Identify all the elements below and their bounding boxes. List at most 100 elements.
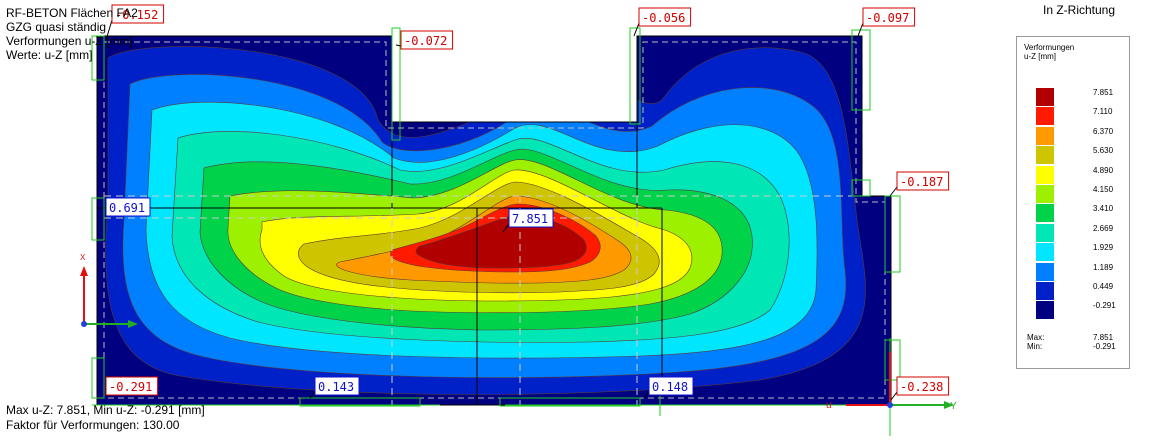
u-label: u [826,400,832,411]
value-label-max: 0.148 [643,376,694,399]
support-marker [851,29,871,111]
label-leader [890,391,898,401]
legend-min-label: Min: [1027,342,1043,351]
label-box [862,7,916,27]
legend-min-value: -0.291 [1093,342,1116,351]
legend-value: 4.890 [1093,165,1114,175]
label-text: -0.291 [109,380,152,394]
value-label-min: -0.238 [890,376,950,401]
legend-swatch [1036,301,1054,320]
legend-swatch [1036,88,1054,106]
label-box [314,376,360,396]
label-text: 7.851 [512,212,548,226]
label-leader [889,186,898,197]
label-text: -0.056 [642,11,685,25]
value-label-min: -0.097 [857,7,916,37]
legend-max-value: 7.851 [1093,333,1114,342]
support-marker [629,27,641,125]
label-box [400,30,454,50]
legend-value: 7.851 [1093,88,1114,97]
y-axis-arrowhead-2 [944,401,954,409]
deformation-factor: Faktor für Verformungen: 130.00 [6,418,180,432]
label-box [896,171,950,191]
value-label-min: -0.152 [105,4,165,41]
label-text: 0.143 [318,380,354,394]
direction-label: In Z-Richtung [1043,3,1116,17]
legend-value: 2.669 [1093,223,1114,233]
support-marker [91,357,105,399]
label-box [896,376,950,396]
value-label-min: -0.291 [105,376,159,396]
label-text: -0.072 [404,34,447,48]
legend-swatch [1036,107,1054,126]
legend-swatch [1036,185,1054,203]
label-leader [309,391,316,399]
result-title: RF-BETON Flächen FA2 [6,6,138,20]
label-box [638,7,692,27]
support-marker [391,27,401,141]
legend-value: 5.630 [1093,146,1114,156]
label-leader [502,223,510,233]
result-type-label: Verformungen u-Z [mm] [6,34,133,48]
legend-title: Verformungen u-Z [mm] [1024,43,1074,61]
support-marker [299,397,421,407]
label-leader [395,44,402,47]
label-leader [643,391,650,399]
label-text: -0.187 [900,175,943,189]
value-label-min: -0.187 [889,171,950,197]
support-marker [91,35,105,81]
legend-swatch [1036,243,1054,262]
value-label-max: 0.143 [309,376,360,399]
legend-value: 0.449 [1093,282,1114,291]
legend-swatch [1036,223,1054,242]
axis-origin-2 [887,402,893,408]
axis-origin [81,321,87,327]
support-marker [91,197,105,241]
label-box [105,376,159,396]
legend-swatch [1036,126,1054,145]
label-box [105,197,151,217]
support-marker [884,339,901,381]
value-label-min: -0.072 [395,30,454,50]
label-text: 0.691 [109,201,145,215]
label-box [648,376,694,396]
legend-value: 1.929 [1093,243,1114,253]
label-leader [105,19,113,41]
label-text: -0.238 [900,380,943,394]
axis-triad: X Yu [80,253,957,412]
label-text: -0.152 [115,8,158,22]
label-text: -0.097 [866,11,909,25]
x-axis-arrowhead [80,266,88,276]
legend-swatch [1036,165,1054,184]
support-marker [851,179,871,197]
value-label-max: 0.691 [105,197,151,217]
y-axis-arrowhead [128,320,138,328]
legend-swatch [1036,262,1054,281]
value-label-max: 7.851 [502,208,554,233]
support-marker [884,195,901,273]
contour-bands [97,36,891,405]
legend-value: 6.370 [1093,126,1114,136]
y-axis-label: Y [950,401,957,412]
legend-title-line2: u-Z [mm] [1024,52,1056,61]
support-marker [499,397,641,407]
load-case-label: GZG quasi ständig [6,20,107,34]
color-legend[interactable]: Verformungen u-Z [mm] 7.851 7.110 6.370 5.6… [1016,36,1130,369]
slab-inner-outline [103,41,886,399]
label-box [111,4,165,24]
legend-value: -0.291 [1093,301,1116,311]
value-label-min: -0.056 [633,7,692,37]
legend-swatch [1036,204,1054,223]
support-lines [91,27,901,436]
label-text: 0.148 [652,380,688,394]
label-leader [857,22,864,37]
label-box [508,208,554,228]
legend-swatch [1036,146,1054,165]
x-axis-label: X [80,253,86,262]
legend-max-label: Max: [1027,333,1045,342]
max-min-summary: Max u-Z: 7.851, Min u-Z: -0.291 [mm] [6,403,205,417]
legend-value: 1.189 [1093,262,1114,272]
legend-swatch [1036,282,1054,300]
legend-title-line1: Verformungen [1024,43,1075,52]
